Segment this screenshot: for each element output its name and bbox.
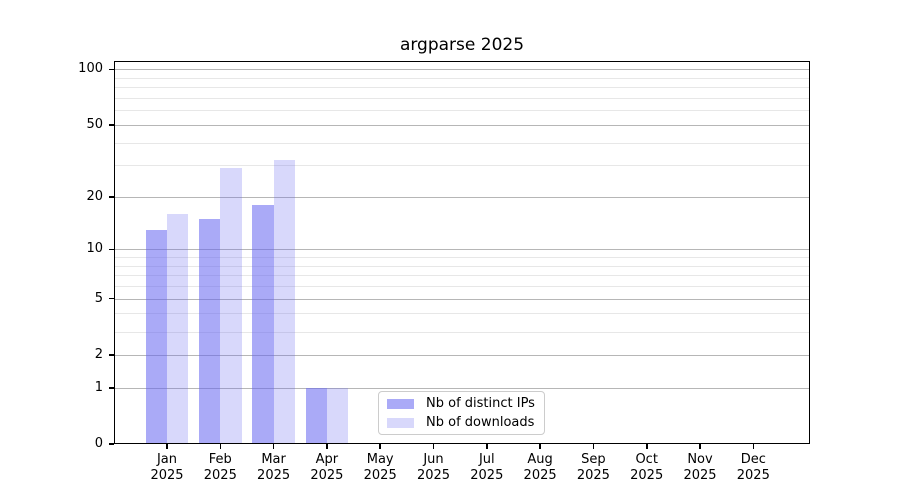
minor-gridline bbox=[114, 257, 810, 259]
x-tick-label: Oct 2025 bbox=[630, 452, 664, 483]
y-tick-label: 0 bbox=[94, 436, 103, 451]
bar-distinct-ips-feb bbox=[199, 218, 221, 444]
x-tick-mark bbox=[592, 444, 595, 449]
x-tick-mark bbox=[166, 444, 168, 449]
major-gridline bbox=[114, 69, 810, 71]
x-tick-label: Feb 2025 bbox=[203, 452, 237, 483]
major-gridline bbox=[114, 298, 810, 300]
y-tick-mark bbox=[109, 68, 114, 71]
x-tick-label: Sep 2025 bbox=[576, 452, 610, 483]
x-tick-mark bbox=[272, 444, 275, 449]
minor-gridline bbox=[114, 275, 810, 277]
x-tick-label: Jun 2025 bbox=[416, 452, 451, 483]
y-tick-label: 50 bbox=[86, 116, 103, 132]
y-tick-mark bbox=[109, 297, 114, 300]
y-tick-label: 20 bbox=[86, 188, 103, 204]
x-tick-label: Jul 2025 bbox=[470, 452, 504, 483]
minor-gridline bbox=[114, 286, 810, 288]
minor-gridline bbox=[114, 77, 810, 79]
y-tick-mark bbox=[109, 387, 114, 389]
y-tick-label: 5 bbox=[94, 290, 103, 306]
x-tick-label: Jan 2025 bbox=[150, 452, 184, 483]
y-tick-mark bbox=[109, 124, 114, 126]
x-tick-mark bbox=[752, 444, 754, 449]
minor-gridline bbox=[114, 165, 810, 167]
legend-label-distinct-ips: Nb of distinct IPs bbox=[426, 396, 535, 411]
bar-distinct-ips-jan bbox=[145, 229, 167, 444]
minor-gridline bbox=[114, 87, 810, 89]
major-gridline bbox=[114, 249, 810, 251]
legend-label-downloads: Nb of downloads bbox=[426, 415, 535, 430]
legend: Nb of distinct IPs Nb of downloads bbox=[378, 391, 545, 435]
x-tick-label: Apr 2025 bbox=[310, 452, 344, 483]
minor-gridline bbox=[114, 142, 810, 144]
legend-swatch-downloads bbox=[387, 417, 414, 428]
bar-downloads-jan bbox=[167, 214, 189, 444]
bar-downloads-apr bbox=[326, 387, 349, 444]
bar-distinct-ips-mar bbox=[252, 205, 274, 444]
bar-downloads-feb bbox=[220, 167, 242, 444]
bar-distinct-ips-apr bbox=[305, 387, 327, 444]
y-tick-label: 2 bbox=[94, 346, 103, 362]
y-tick-label: 10 bbox=[86, 241, 103, 257]
bar-downloads-mar bbox=[273, 160, 295, 444]
minor-gridline bbox=[114, 110, 810, 112]
x-tick-mark bbox=[219, 444, 221, 449]
legend-item-downloads: Nb of downloads bbox=[387, 414, 536, 432]
y-tick-label: 1 bbox=[94, 379, 103, 395]
plot-area bbox=[109, 61, 810, 449]
y-tick-mark bbox=[109, 248, 114, 251]
y-tick-mark bbox=[109, 354, 114, 356]
y-tick-mark bbox=[109, 196, 114, 198]
x-tick-mark bbox=[539, 444, 541, 449]
x-tick-label: Dec 2025 bbox=[736, 452, 770, 483]
y-tick-label: 100 bbox=[78, 61, 103, 77]
minor-gridline bbox=[114, 98, 810, 99]
major-gridline bbox=[114, 387, 810, 389]
x-tick-label: May 2025 bbox=[363, 452, 397, 483]
legend-swatch-distinct-ips bbox=[387, 398, 414, 409]
minor-gridline bbox=[114, 265, 810, 267]
x-tick-mark bbox=[432, 444, 435, 449]
x-tick-mark bbox=[486, 444, 488, 449]
x-tick-label: Nov 2025 bbox=[683, 452, 717, 483]
x-tick-mark bbox=[646, 444, 648, 449]
legend-item-distinct-ips: Nb of distinct IPs bbox=[387, 395, 536, 413]
major-gridline bbox=[114, 196, 810, 198]
major-gridline bbox=[114, 124, 810, 126]
x-tick-mark bbox=[699, 444, 701, 449]
major-gridline bbox=[114, 354, 810, 356]
minor-gridline bbox=[114, 331, 810, 333]
x-tick-label: Mar 2025 bbox=[257, 452, 291, 483]
x-tick-mark bbox=[326, 444, 328, 449]
chart-title: argparse 2025 bbox=[399, 35, 525, 55]
x-tick-label: Aug 2025 bbox=[523, 452, 557, 483]
minor-gridline bbox=[114, 313, 810, 315]
x-tick-mark bbox=[379, 444, 381, 449]
y-tick-mark bbox=[109, 443, 114, 445]
